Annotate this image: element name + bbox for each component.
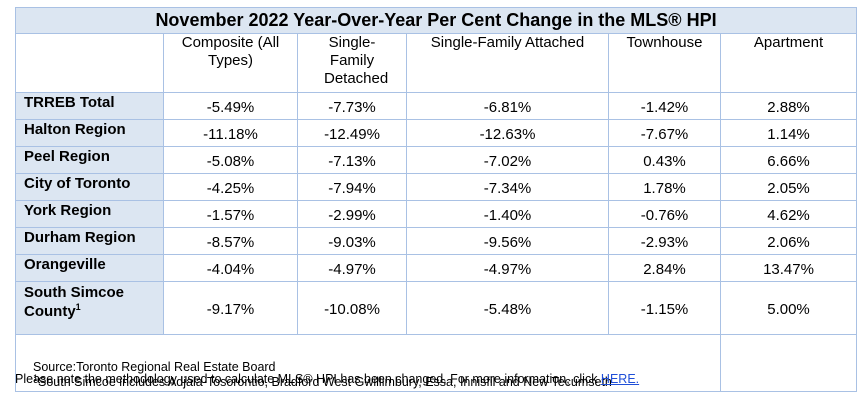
percent-change-cell: -1.42%	[608, 92, 721, 120]
percent-change-cell: -7.34%	[406, 173, 609, 201]
footnote-text: South Simcoe includes Adjala-Tosorontio,…	[38, 375, 612, 389]
methodology-text: Please note the methodology used to calc…	[15, 372, 601, 386]
percent-change-cell: -7.94%	[297, 173, 407, 201]
notes-cell: Source:Toronto Regional Real Estate Boar…	[15, 334, 721, 392]
header-corner	[15, 33, 164, 93]
percent-change-cell: -9.03%	[297, 227, 407, 255]
region-name: City of Toronto	[24, 175, 131, 192]
region-name: Peel Region	[24, 148, 110, 165]
region-label: Peel Region	[15, 146, 164, 174]
title-row: November 2022 Year-Over-Year Per Cent Ch…	[14, 7, 858, 34]
percent-change-cell: -5.48%	[406, 281, 609, 335]
table-row: Orangeville -4.04% -4.97% -4.97% 2.84% 13.47%	[15, 254, 858, 282]
region-label: TRREB Total	[15, 92, 164, 120]
region-label: York Region	[15, 200, 164, 228]
footnote-mark: 1	[33, 372, 39, 383]
column-header-apartment: Apartment	[719, 33, 858, 93]
percent-change-cell: -7.02%	[406, 146, 609, 174]
percent-change-cell: -1.15%	[608, 281, 721, 335]
percent-change-cell: -2.99%	[297, 200, 407, 228]
table-title: November 2022 Year-Over-Year Per Cent Ch…	[14, 7, 858, 34]
percent-change-cell: -4.04%	[163, 254, 298, 282]
notes-empty-cell	[719, 334, 858, 392]
percent-change-cell: 2.06%	[719, 227, 858, 255]
table-row: Peel Region -5.08% -7.13% -7.02% 0.43% 6.66%	[15, 146, 858, 174]
percent-change-cell: -2.93%	[608, 227, 721, 255]
table-row: TRREB Total -5.49% -7.73% -6.81% -1.42% 2.88%	[15, 92, 858, 120]
percent-change-cell: -4.97%	[297, 254, 407, 282]
more-info-link[interactable]: HERE.	[600, 372, 640, 386]
percent-change-cell: -10.08%	[297, 281, 407, 335]
column-header-single-family-detached: Single-Family Detached	[297, 33, 407, 93]
percent-change-cell: 2.88%	[719, 92, 858, 120]
percent-change-cell: -1.57%	[163, 200, 298, 228]
percent-change-cell: -12.49%	[297, 119, 407, 147]
table-row: Durham Region -8.57% -9.03% -9.56% -2.93% 2.0…	[15, 227, 858, 255]
table-row: South Simcoe County1 -9.17% -10.08% -5.48% -…	[15, 281, 858, 335]
column-header-single-family-attached: Single-Family Attached	[406, 33, 609, 93]
percent-change-cell: -4.25%	[163, 173, 298, 201]
region-label: City of Toronto	[15, 173, 164, 201]
region-name: Halton Region	[24, 121, 126, 138]
region-footnote-mark: 1	[75, 302, 81, 312]
percent-change-cell: 1.78%	[608, 173, 721, 201]
percent-change-cell: -6.81%	[406, 92, 609, 120]
region-label: South Simcoe County1	[15, 281, 164, 335]
percent-change-cell: -0.76%	[608, 200, 721, 228]
percent-change-cell: -9.17%	[163, 281, 298, 335]
percent-change-cell: 13.47%	[719, 254, 858, 282]
percent-change-cell: -12.63%	[406, 119, 609, 147]
percent-change-cell: 2.05%	[719, 173, 858, 201]
region-name: TRREB Total	[24, 94, 115, 111]
column-header-townhouse: Townhouse	[608, 33, 721, 93]
percent-change-cell: 6.66%	[719, 146, 858, 174]
percent-change-cell: 5.00%	[719, 281, 858, 335]
percent-change-cell: -8.57%	[163, 227, 298, 255]
percent-change-cell: 2.84%	[608, 254, 721, 282]
footnote-note: 1South Simcoe includes Adjala-Tosorontio…	[33, 372, 720, 390]
methodology-note: Please note the methodology used to calc…	[15, 372, 639, 387]
region-label: Halton Region	[15, 119, 164, 147]
region-label: Durham Region	[15, 227, 164, 255]
table-row: Halton Region -11.18% -12.49% -12.63% -7.67%…	[15, 119, 858, 147]
percent-change-cell: -9.56%	[406, 227, 609, 255]
percent-change-cell: -4.97%	[406, 254, 609, 282]
percent-change-cell: -11.18%	[163, 119, 298, 147]
notes-row: Source:Toronto Regional Real Estate Boar…	[15, 334, 858, 392]
percent-change-cell: 0.43%	[608, 146, 721, 174]
hpi-table: November 2022 Year-Over-Year Per Cent Ch…	[14, 7, 858, 392]
percent-change-cell: 4.62%	[719, 200, 858, 228]
column-header-row: Composite (All Types) Single-Family Deta…	[15, 33, 858, 93]
region-label: Orangeville	[15, 254, 164, 282]
percent-change-cell: 1.14%	[719, 119, 858, 147]
region-name: South Simcoe County	[24, 284, 125, 320]
percent-change-cell: -5.08%	[163, 146, 298, 174]
percent-change-cell: -7.13%	[297, 146, 407, 174]
percent-change-cell: -7.73%	[297, 92, 407, 120]
table-row: City of Toronto -4.25% -7.94% -7.34% 1.78% 2.…	[15, 173, 858, 201]
percent-change-cell: -5.49%	[163, 92, 298, 120]
region-name: York Region	[24, 202, 112, 219]
source-note: Source:Toronto Regional Real Estate Boar…	[33, 360, 276, 374]
region-name: Durham Region	[24, 229, 136, 246]
percent-change-cell: -7.67%	[608, 119, 721, 147]
percent-change-cell: -1.40%	[406, 200, 609, 228]
table-row: York Region -1.57% -2.99% -1.40% -0.76% 4.62%	[15, 200, 858, 228]
region-name: Orangeville	[24, 256, 106, 273]
column-header-composite: Composite (All Types)	[163, 33, 298, 93]
